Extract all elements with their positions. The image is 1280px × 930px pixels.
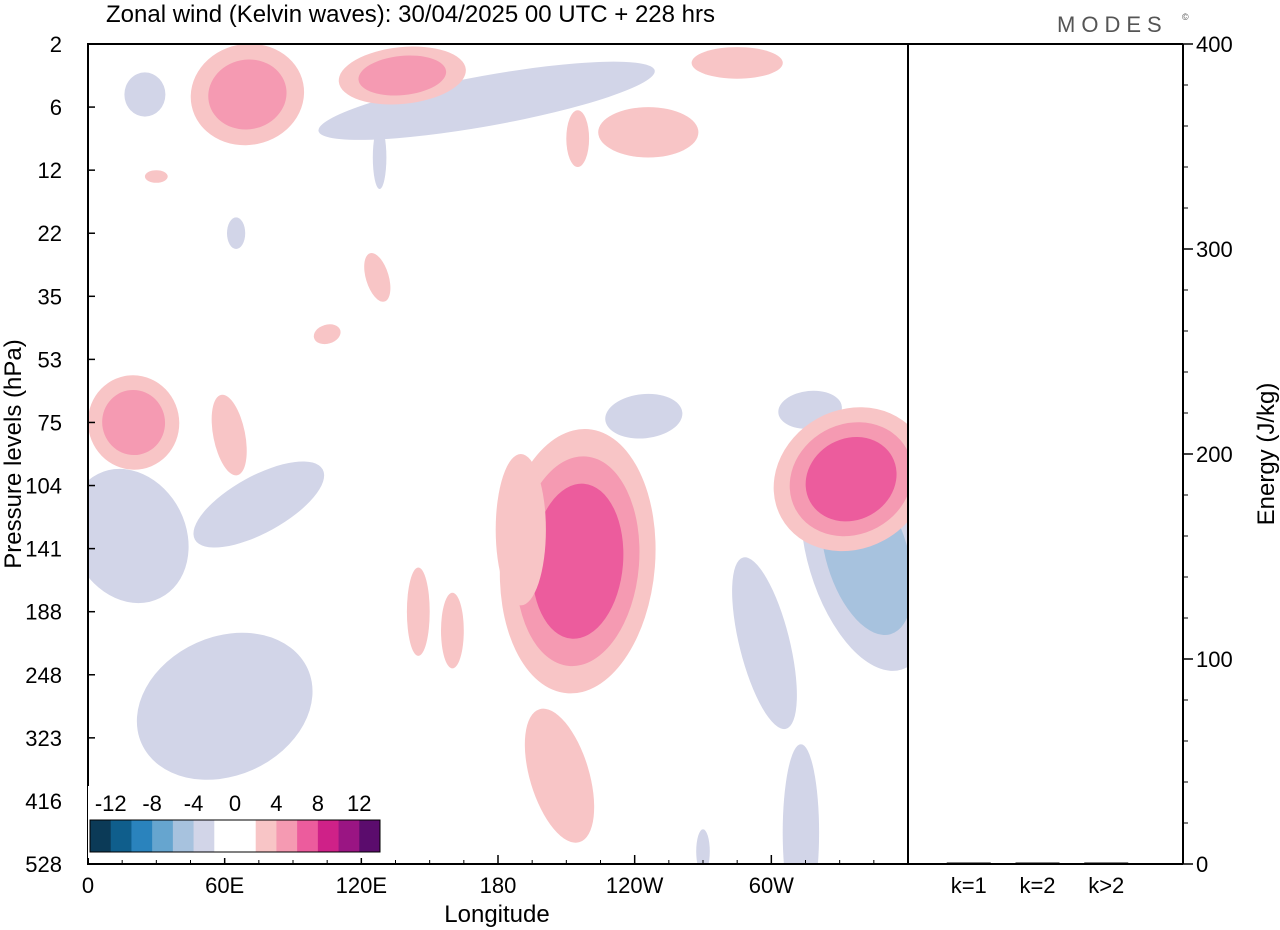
colorbar-label: 0: [229, 791, 241, 816]
x-tick-label: 120W: [606, 873, 664, 898]
energy-category-label: k=2: [1019, 873, 1055, 898]
contour-neg-anomaly-12-level-1: [372, 126, 387, 189]
energy-category-label: k=1: [951, 873, 987, 898]
contour-pos-anomaly-29-level-1: [144, 170, 168, 183]
colorbar-swatch: [214, 820, 236, 852]
colorbar-label: -8: [142, 791, 162, 816]
y-tick-label: 416: [25, 789, 62, 814]
y-tick-label: 188: [25, 600, 62, 625]
y-axis-label: Pressure levels (hPa): [0, 339, 27, 568]
x-axis-label: Longitude: [444, 901, 549, 928]
contour-pos-anomaly-26-level-1: [313, 324, 341, 345]
colorbar-label: 4: [270, 791, 282, 816]
y-tick-label: 2: [50, 32, 62, 57]
colorbar-swatch: [255, 820, 277, 852]
colorbar-swatch: [90, 820, 112, 852]
colorbar-swatch: [359, 820, 381, 852]
colorbar-swatch: [235, 820, 257, 852]
colorbar-swatch: [172, 820, 194, 852]
colorbar-legend: -12 -8 -4 0 4 8 12: [88, 786, 384, 858]
energy-bar: [946, 862, 991, 864]
y-tick-label: 528: [25, 852, 62, 877]
contour-pos-anomaly-16-level-2: [102, 389, 166, 456]
y-tick-label: 104: [25, 474, 62, 499]
contour-neg-anomaly-7-level-1: [318, 61, 655, 140]
contour-pos-anomaly-20-level-2: [208, 59, 287, 130]
contour-field: [88, 44, 908, 864]
x-tick-label: 60E: [205, 873, 244, 898]
colorbar-frame: [89, 819, 381, 853]
contour-pos-anomaly-23-level-1: [566, 110, 590, 167]
colorbar-swatch: [110, 820, 132, 852]
energy-tick-label: 400: [1196, 32, 1233, 57]
contour-neg-anomaly-10-level-1: [124, 72, 166, 117]
contour-neg-anomaly-2-level-1: [88, 468, 189, 604]
colorbar-swatch: [338, 820, 360, 852]
contour-neg-anomaly-5-level-1: [732, 557, 797, 730]
y-tick-label: 6: [50, 95, 62, 120]
contour-pos-anomaly-15-level-1: [495, 454, 546, 606]
energy-bar: [1015, 862, 1060, 864]
colorbar-swatch: [131, 820, 153, 852]
contour-neg-anomaly-11-level-1: [696, 829, 710, 864]
contour-pos-anomaly-14-level-3: [532, 483, 624, 639]
contour-pos-anomaly-18-level-1: [524, 708, 595, 843]
energy-tick-label: 300: [1196, 237, 1233, 262]
energy-category-label: k>2: [1088, 873, 1124, 898]
contour-pos-anomaly-24-level-1: [691, 47, 783, 79]
contour-neg-anomaly-8-level-1: [605, 393, 683, 439]
y-tick-label: 323: [25, 726, 62, 751]
contour-neg-anomaly-3-level-1: [193, 461, 325, 548]
modes-logo: MODES: [1057, 12, 1168, 37]
contour-pos-anomaly-28-level-1: [441, 592, 464, 669]
colorbar-swatch: [276, 820, 298, 852]
energy-axis-label: Energy (J/kg): [1253, 383, 1280, 526]
colorbar-swatch: [297, 820, 319, 852]
energy-tick-label: 0: [1196, 852, 1208, 877]
logo-copyright-mark: ©: [1182, 12, 1189, 22]
colorbar-label: 8: [312, 791, 324, 816]
colorbar-swatch: [152, 820, 174, 852]
x-tick-label: 120E: [336, 873, 387, 898]
y-tick-label: 141: [25, 537, 62, 562]
contour-pos-anomaly-30-level-1: [609, 110, 646, 155]
energy-tick-label: 100: [1196, 647, 1233, 672]
y-tick-label: 248: [25, 663, 62, 688]
x-tick-label: 60W: [749, 873, 794, 898]
y-tick-label: 75: [38, 410, 62, 435]
x-tick-label: 180: [480, 873, 517, 898]
y-tick-label: 22: [38, 221, 62, 246]
contour-pos-anomaly-25-level-1: [364, 253, 391, 302]
colorbar-label: -12: [95, 791, 127, 816]
contour-neg-anomaly-13-level-1: [227, 217, 246, 249]
contour-neg-anomaly-6-level-1: [782, 744, 820, 864]
y-tick-label: 35: [38, 284, 62, 309]
x-tick-label: 0: [82, 873, 94, 898]
chart-title: Zonal wind (Kelvin waves): 30/04/2025 00…: [106, 1, 715, 28]
colorbar-label: -4: [184, 791, 204, 816]
colorbar-label: 12: [347, 791, 371, 816]
contour-pos-anomaly-21-level-2: [358, 55, 447, 96]
y-tick-label: 53: [38, 347, 62, 372]
contour-pos-anomaly-27-level-1: [406, 567, 430, 656]
colorbar-swatch: [317, 820, 339, 852]
energy-panel: 0 100 200 300 400 k=1 k=2 k>2: [907, 32, 1233, 898]
contour-pos-anomaly-17-level-3: [805, 437, 897, 522]
contour-pos-anomaly-19-level-1: [211, 394, 247, 476]
colorbar-swatch: [193, 820, 215, 852]
y-tick-label: 12: [38, 158, 62, 183]
energy-tick-label: 200: [1196, 442, 1233, 467]
contour-neg-anomaly-1-level-1: [136, 632, 313, 780]
energy-bar: [1084, 862, 1129, 864]
